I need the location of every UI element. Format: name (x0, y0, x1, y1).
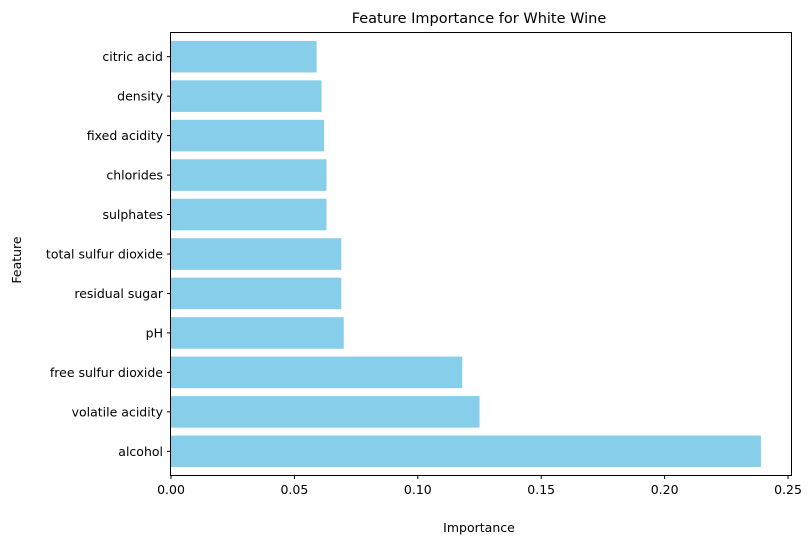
bars-layer (171, 40, 761, 468)
bar (171, 119, 325, 152)
x-tick-label: 0.00 (157, 482, 185, 497)
y-tick-label: fixed acidity (87, 128, 164, 143)
y-tick-label: residual sugar (74, 286, 164, 301)
bar (171, 317, 344, 349)
bar (171, 80, 322, 112)
y-tick-label: total sulfur dioxide (46, 247, 163, 262)
x-tick-label: 0.15 (527, 482, 555, 497)
bar (171, 356, 463, 389)
y-tick-label: sulphates (102, 207, 163, 222)
x-tick-label: 0.05 (280, 482, 308, 497)
y-axis-label: Feature (9, 236, 24, 284)
x-tick-label: 0.10 (404, 482, 432, 497)
y-tick-label: volatile acidity (72, 404, 164, 419)
bar (171, 238, 342, 270)
y-tick-label: chlorides (106, 168, 163, 183)
y-tick-label: free sulfur dioxide (50, 365, 163, 380)
bar (171, 277, 342, 310)
plot-area-frame (170, 32, 792, 476)
x-axis-label: Importance (443, 520, 515, 535)
bar (171, 159, 327, 191)
bar (171, 198, 327, 231)
chart-title: Feature Importance for White Wine (352, 11, 607, 27)
bar (171, 435, 761, 468)
x-tick-label: 0.25 (774, 482, 802, 497)
y-tick-label: pH (146, 325, 163, 340)
bar (171, 396, 480, 428)
axis-layer: alcohol volatile acidity free sulfur dioxi… (46, 49, 802, 497)
y-tick-label: alcohol (118, 444, 163, 459)
y-tick-label: density (117, 89, 163, 104)
bar (171, 40, 317, 73)
y-tick-label: citric acid (102, 49, 163, 64)
x-tick-label: 0.20 (651, 482, 679, 497)
